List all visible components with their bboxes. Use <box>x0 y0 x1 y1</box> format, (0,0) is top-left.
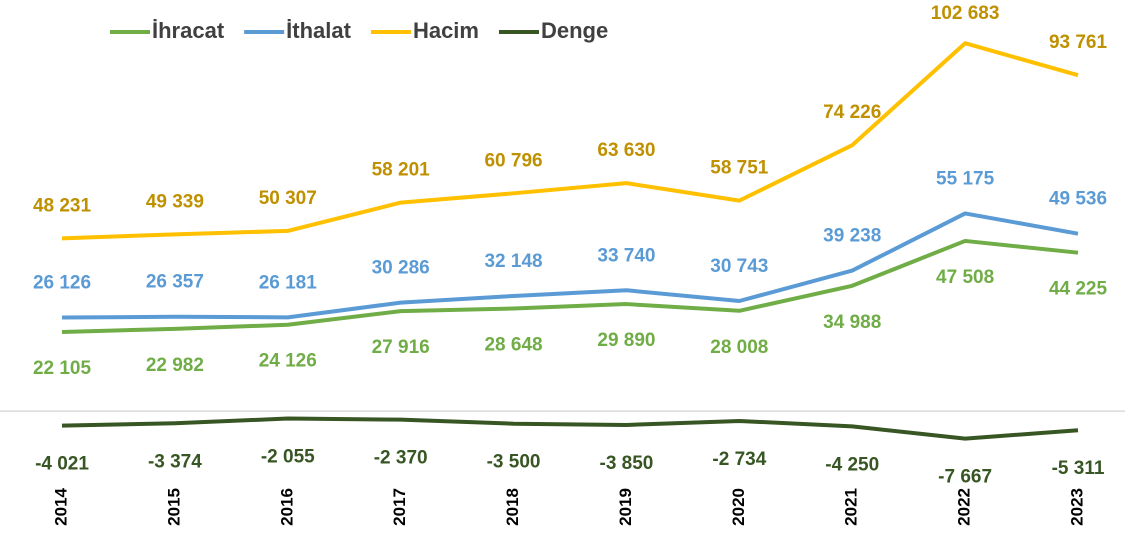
data-label: -3 850 <box>600 453 654 474</box>
data-label: 30 743 <box>710 256 768 277</box>
series-line <box>61 41 1079 241</box>
data-label: -2 734 <box>712 449 766 470</box>
data-label: 58 751 <box>710 158 769 179</box>
data-label: -4 250 <box>825 454 879 475</box>
data-label: 49 536 <box>1049 189 1107 210</box>
data-label: 22 982 <box>146 355 204 376</box>
x-tick-label: 2014 <box>51 487 70 525</box>
data-label: 26 181 <box>259 272 318 293</box>
data-label: 50 307 <box>259 188 317 209</box>
data-label: 33 740 <box>597 245 655 266</box>
data-label: 102 683 <box>931 3 1000 24</box>
data-label: 60 796 <box>484 150 542 171</box>
x-tick-label: 2016 <box>277 488 296 526</box>
x-tick-label: 2023 <box>1067 488 1086 526</box>
data-label: 55 175 <box>936 168 995 189</box>
data-label: 39 238 <box>823 226 881 247</box>
legend-label: Hacim <box>413 18 479 43</box>
data-label: 28 648 <box>484 335 542 356</box>
x-tick-label: 2022 <box>955 488 974 526</box>
data-label: -5 311 <box>1052 458 1105 479</box>
legend-label: Denge <box>541 18 608 43</box>
data-label: 30 286 <box>372 258 430 279</box>
data-label: -3 374 <box>148 451 202 472</box>
x-tick-label: 2018 <box>503 488 522 526</box>
x-tick-label: 2017 <box>390 488 409 526</box>
data-label: 58 201 <box>372 160 431 181</box>
data-label: 27 916 <box>372 337 430 358</box>
series-line <box>61 211 1079 320</box>
x-tick-label: 2019 <box>616 488 635 526</box>
data-label: 63 630 <box>597 140 655 161</box>
data-label: -4 021 <box>35 454 89 475</box>
data-label: 44 225 <box>1049 279 1108 300</box>
data-label: 26 357 <box>146 272 204 293</box>
data-label: 48 231 <box>33 195 92 216</box>
data-label: 47 508 <box>936 267 994 288</box>
data-label: -2 055 <box>261 447 315 468</box>
data-label: -7 667 <box>938 467 992 488</box>
data-label: 26 126 <box>33 273 91 294</box>
x-tick-label: 2021 <box>842 488 861 526</box>
data-label: 49 339 <box>146 191 204 212</box>
x-tick-label: 2020 <box>729 488 748 526</box>
legend-label: İhracat <box>152 18 225 43</box>
series-line <box>61 416 1079 441</box>
data-label: 34 988 <box>823 312 881 333</box>
data-label: 93 761 <box>1049 32 1108 53</box>
legend-label: İthalat <box>286 18 351 43</box>
data-label: 22 105 <box>33 358 92 379</box>
data-label: -3 500 <box>487 452 541 473</box>
x-tick-label: 2015 <box>164 488 183 526</box>
data-label: 29 890 <box>597 330 655 351</box>
data-label: 32 148 <box>484 251 542 272</box>
data-label: 24 126 <box>259 351 317 372</box>
data-label: 74 226 <box>823 102 881 123</box>
data-label: -2 370 <box>374 448 428 469</box>
data-label: 28 008 <box>710 337 768 358</box>
series-line <box>61 238 1079 334</box>
